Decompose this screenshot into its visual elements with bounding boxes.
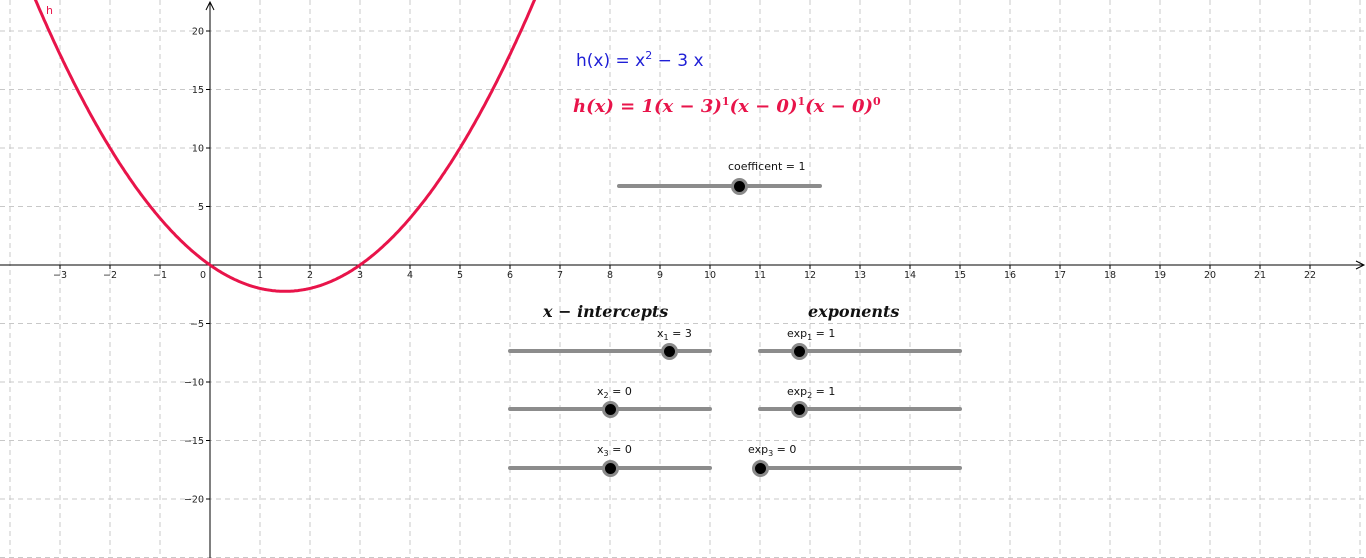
exp3-value: = 0 <box>773 443 797 456</box>
eq-red-exp2: 1 <box>797 95 806 108</box>
x-axis-arrow <box>1355 260 1366 270</box>
function-definition[interactable]: h(x) = x2 − 3 x <box>576 49 704 71</box>
x-tick-label: 7 <box>557 270 563 281</box>
eq-red-mid2: (x − 0) <box>805 96 874 117</box>
exp1-slider-track[interactable] <box>758 349 962 353</box>
y-tick-label: −5 <box>190 319 204 330</box>
y-tick-label: 10 <box>192 144 204 155</box>
y-tick-label: 15 <box>192 85 204 96</box>
x3-value: = 0 <box>608 443 632 456</box>
x-tick-label: −3 <box>53 270 67 281</box>
x-tick-label: 22 <box>1304 270 1316 281</box>
x2-sub: 2 <box>603 391 609 400</box>
coefficient-slider-track[interactable] <box>617 184 822 188</box>
exp3-sub: 3 <box>768 449 774 458</box>
coefficient-slider-label: coefficent = 1 <box>728 160 806 173</box>
x3-slider-handle[interactable] <box>602 460 619 477</box>
x-tick-label: 18 <box>1104 270 1116 281</box>
exp3-slider-handle[interactable] <box>752 460 769 477</box>
exp3-slider-track[interactable] <box>758 466 962 470</box>
x-tick-label: 16 <box>1004 270 1016 281</box>
x2-name: x <box>597 385 604 398</box>
x2-value: = 0 <box>608 385 632 398</box>
y-tick-label: 20 <box>192 27 204 38</box>
exp2-slider-track[interactable] <box>758 407 962 411</box>
x-tick-label: 5 <box>457 270 463 281</box>
exp2-slider-handle[interactable] <box>791 401 808 418</box>
x1-slider-label: x1 = 3 <box>657 327 692 342</box>
x-tick-label: 6 <box>507 270 513 281</box>
eq-red-mid1: (x − 0) <box>729 96 798 117</box>
x-tick-label: 4 <box>407 270 413 281</box>
x-tick-label: 14 <box>904 270 916 281</box>
exp1-sub: 1 <box>807 333 813 342</box>
x-tick-label: 1 <box>257 270 263 281</box>
x1-value: = 3 <box>668 327 692 340</box>
tick-labels: −3 −2 −1 0 1 2 3 4 5 6 7 8 9 10 11 12 13 14 15 16 17 18 19 20 21… <box>53 27 1316 506</box>
x-tick-label: 12 <box>804 270 816 281</box>
x1-slider-track[interactable] <box>508 349 712 353</box>
x-tick-label: −2 <box>103 270 117 281</box>
y-tick-label: 5 <box>198 202 204 213</box>
x2-slider-label: x2 = 0 <box>597 385 632 400</box>
x2-slider-handle[interactable] <box>602 401 619 418</box>
eq-blue-exp: 2 <box>645 49 653 62</box>
x1-name: x <box>657 327 664 340</box>
eq-red-exp3: 0 <box>873 95 881 108</box>
x-tick-label: 3 <box>357 270 363 281</box>
eq-blue-lhs: h(x) = x <box>576 51 646 71</box>
function-curve-h[interactable] <box>30 0 540 293</box>
exp2-slider-label: exp2 = 1 <box>787 385 835 400</box>
x3-slider-label: x3 = 0 <box>597 443 632 458</box>
exp3-name: exp <box>748 443 769 456</box>
y-tick-label: −20 <box>184 495 204 506</box>
x1-slider-handle[interactable] <box>661 343 678 360</box>
y-axis-arrow <box>205 0 215 11</box>
coefficient-slider-handle[interactable] <box>731 178 748 195</box>
curve-label-h: h <box>46 4 53 17</box>
x-intercepts-heading: x − intercepts <box>543 302 669 321</box>
x-tick-label: 0 <box>200 270 206 281</box>
exp1-slider-handle[interactable] <box>791 343 808 360</box>
exp1-name: exp <box>787 327 808 340</box>
x1-sub: 1 <box>663 333 669 342</box>
x-tick-label: 2 <box>307 270 313 281</box>
eq-red-lhs: h(x) = 1(x − 3) <box>573 96 722 117</box>
x-tick-label: 19 <box>1154 270 1166 281</box>
exp3-slider-label: exp3 = 0 <box>748 443 796 458</box>
x-tick-label: 20 <box>1204 270 1216 281</box>
x-tick-label: 15 <box>954 270 966 281</box>
x-tick-label: 11 <box>754 270 766 281</box>
exp1-value: = 1 <box>812 327 836 340</box>
x-tick-label: 17 <box>1054 270 1066 281</box>
y-tick-label: −15 <box>184 436 204 447</box>
x-tick-label: −1 <box>153 270 167 281</box>
exp2-value: = 1 <box>812 385 836 398</box>
exp1-slider-label: exp1 = 1 <box>787 327 835 342</box>
y-tick-label: −10 <box>184 378 204 389</box>
eq-red-exp1: 1 <box>721 95 730 108</box>
x-tick-label: 10 <box>704 270 716 281</box>
x-tick-label: 13 <box>854 270 866 281</box>
exp2-name: exp <box>787 385 808 398</box>
exponents-heading: exponents <box>808 302 900 321</box>
x-tick-label: 9 <box>657 270 663 281</box>
eq-blue-rhs: − 3 x <box>652 51 704 71</box>
x-tick-label: 21 <box>1254 270 1266 281</box>
exp2-sub: 2 <box>807 391 813 400</box>
factored-form-text: h(x) = 1(x − 3)1(x − 0)1(x − 0)0 <box>573 95 881 117</box>
x3-name: x <box>597 443 604 456</box>
x-tick-label: 8 <box>607 270 613 281</box>
x3-sub: 3 <box>603 449 609 458</box>
